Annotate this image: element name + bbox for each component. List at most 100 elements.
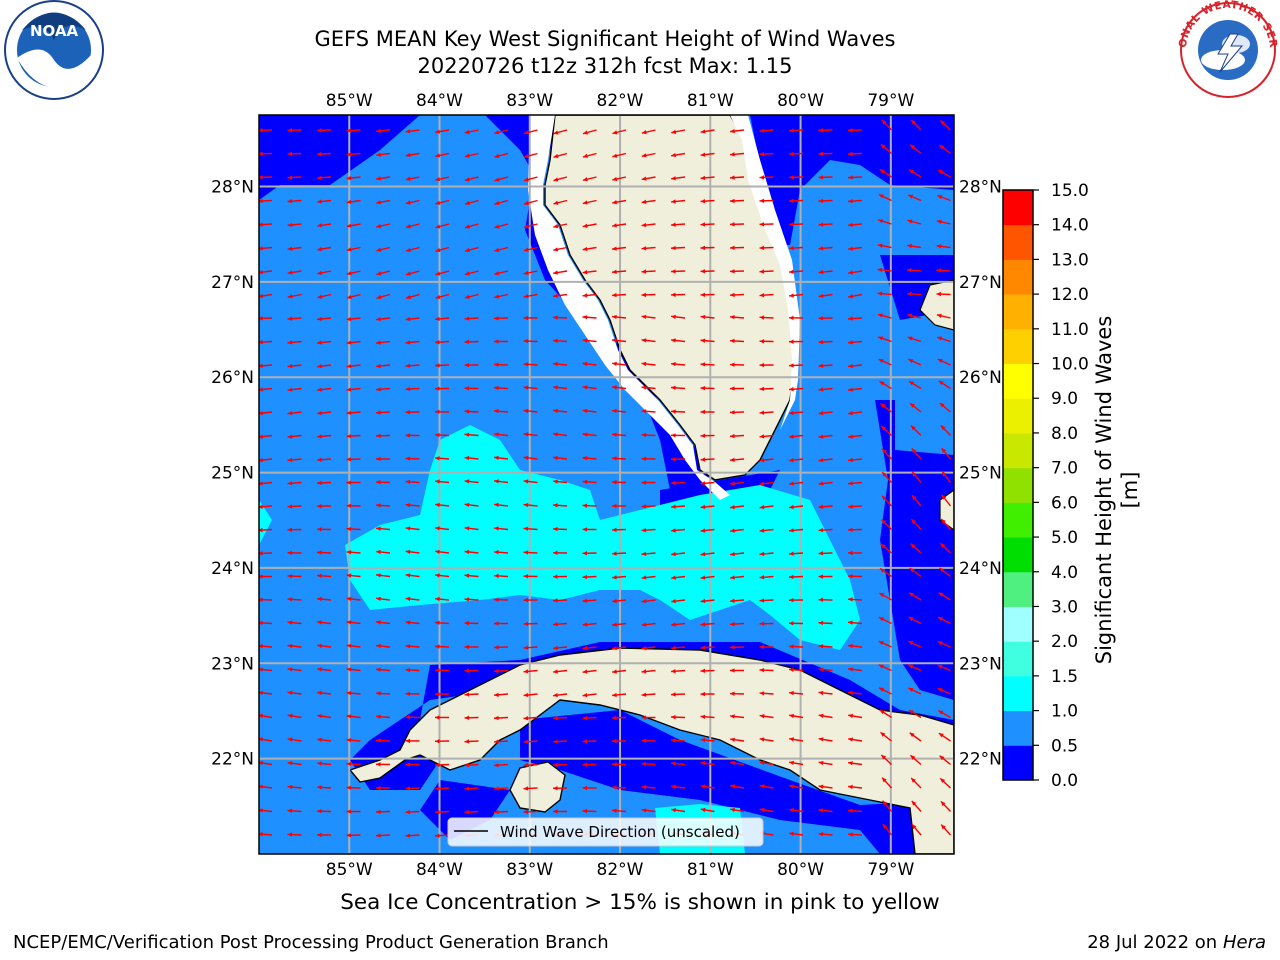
lat-tick-left: 25°N	[211, 464, 254, 484]
wave-direction-arrow	[700, 222, 715, 227]
wave-direction-arrow	[641, 338, 656, 343]
wave-direction-arrow	[910, 425, 922, 436]
wave-direction-arrow	[789, 831, 804, 836]
wave-direction-arrow	[582, 385, 597, 390]
colorbar-tick-label: 10.0	[1051, 355, 1089, 375]
wave-direction-arrow	[405, 199, 420, 205]
wave-direction-arrow	[434, 833, 450, 838]
wave-direction-arrow	[788, 690, 804, 696]
wave-direction-arrow	[788, 667, 804, 672]
wave-direction-arrow	[907, 194, 922, 202]
colorbar-swatch	[1003, 467, 1033, 503]
wave-direction-arrow	[464, 455, 479, 461]
wave-direction-arrow	[788, 269, 804, 274]
wave-direction-arrow	[582, 199, 597, 205]
wave-direction-arrow	[287, 573, 302, 579]
lat-tick-left: 27°N	[211, 273, 254, 293]
wave-direction-arrow	[434, 739, 450, 744]
wave-direction-arrow	[880, 754, 892, 766]
wave-direction-arrow	[700, 409, 715, 415]
wave-direction-arrow	[936, 219, 951, 225]
wave-direction-arrow	[375, 387, 391, 392]
wave-direction-arrow	[612, 314, 627, 320]
wave-direction-arrow	[553, 669, 568, 674]
wave-direction-arrow	[641, 385, 656, 390]
wave-direction-arrow	[936, 291, 951, 297]
wave-direction-arrow	[878, 640, 892, 648]
wave-direction-arrow	[346, 503, 361, 508]
lon-tick-bottom: 79°W	[867, 860, 914, 880]
wave-direction-arrow	[641, 598, 656, 604]
wave-direction-arrow	[881, 777, 893, 789]
wave-direction-arrow	[523, 152, 538, 159]
wave-direction-arrow	[316, 808, 332, 814]
wave-direction-arrow	[788, 597, 804, 603]
wave-direction-arrow	[464, 549, 479, 555]
wave-direction-arrow	[376, 596, 391, 602]
wave-direction-arrow	[848, 293, 863, 299]
wave-direction-arrow	[259, 128, 273, 133]
wave-direction-arrow	[641, 808, 656, 813]
wave-direction-arrow	[523, 455, 538, 461]
wave-direction-arrow	[878, 193, 892, 202]
map-axis-ticks: 85°W 85°W 84°W 84°W 83°W 83°W 82°W 82°W 81°W 81°W…	[211, 91, 1002, 880]
wave-direction-arrow	[730, 714, 745, 719]
wave-direction-arrow	[938, 592, 951, 601]
wave-direction-arrow	[375, 762, 391, 767]
wave-direction-arrow	[259, 387, 273, 392]
wave-direction-arrow	[582, 432, 597, 437]
wave-direction-arrow	[788, 315, 804, 321]
wave-direction-arrow	[908, 169, 922, 178]
wave-direction-arrow	[259, 713, 273, 719]
wave-direction-arrow	[670, 714, 686, 720]
wave-direction-arrow	[641, 314, 656, 320]
wave-direction-arrow	[493, 786, 509, 791]
wave-direction-arrow	[911, 494, 922, 507]
wave-direction-arrow	[818, 457, 833, 463]
wave-direction-arrow	[494, 293, 509, 299]
ocean-low-band-north	[259, 115, 420, 200]
footer-date: 28 Jul 2022 on Hera	[1087, 932, 1266, 953]
white-coastal-mask-west	[528, 115, 730, 500]
wave-direction-arrow	[405, 809, 420, 815]
wave-direction-arrow	[582, 129, 597, 135]
lon-tick-top: 85°W	[326, 91, 373, 111]
wave-direction-arrow	[287, 457, 302, 463]
colorbar-frame	[1002, 189, 1034, 781]
wave-direction-arrow	[375, 526, 391, 531]
wave-direction-arrow	[729, 362, 745, 367]
wave-direction-arrow	[582, 622, 597, 627]
wave-direction-arrow	[937, 687, 951, 695]
wave-direction-arrow	[730, 528, 745, 533]
wave-direction-arrow	[464, 199, 479, 206]
wave-direction-arrow	[729, 222, 745, 227]
wave-direction-arrow	[464, 526, 479, 531]
wave-direction-arrow	[376, 199, 391, 205]
wave-direction-arrow	[612, 223, 627, 228]
wave-direction-arrow	[700, 362, 715, 367]
footer-branch: NCEP/EMC/Verification Post Processing Pr…	[13, 932, 609, 953]
wave-direction-arrow	[494, 270, 509, 276]
wave-direction-arrow	[523, 597, 538, 603]
wave-direction-arrow	[346, 223, 361, 228]
wave-direction-arrow	[670, 669, 686, 674]
lon-tick-top: 84°W	[416, 91, 463, 111]
wave-direction-arrow	[729, 198, 745, 204]
wave-direction-arrow	[700, 504, 715, 510]
wave-direction-arrow	[259, 457, 273, 463]
wave-direction-arrow	[907, 358, 922, 366]
wave-direction-arrow	[612, 622, 627, 627]
wave-direction-arrow	[582, 692, 597, 698]
wave-direction-arrow	[700, 598, 715, 604]
wave-direction-arrow	[375, 833, 391, 838]
wave-direction-arrow	[259, 363, 273, 368]
wave-direction-arrow	[789, 737, 804, 742]
wave-direction-arrow	[700, 622, 715, 627]
wave-direction-arrow	[346, 596, 361, 602]
wave-direction-arrow	[759, 175, 774, 180]
wave-direction-arrow	[259, 410, 273, 416]
wave-direction-arrow	[759, 760, 774, 766]
wave-direction-arrow	[259, 434, 273, 439]
wave-direction-arrow	[729, 386, 745, 391]
wave-direction-arrow	[910, 518, 922, 530]
